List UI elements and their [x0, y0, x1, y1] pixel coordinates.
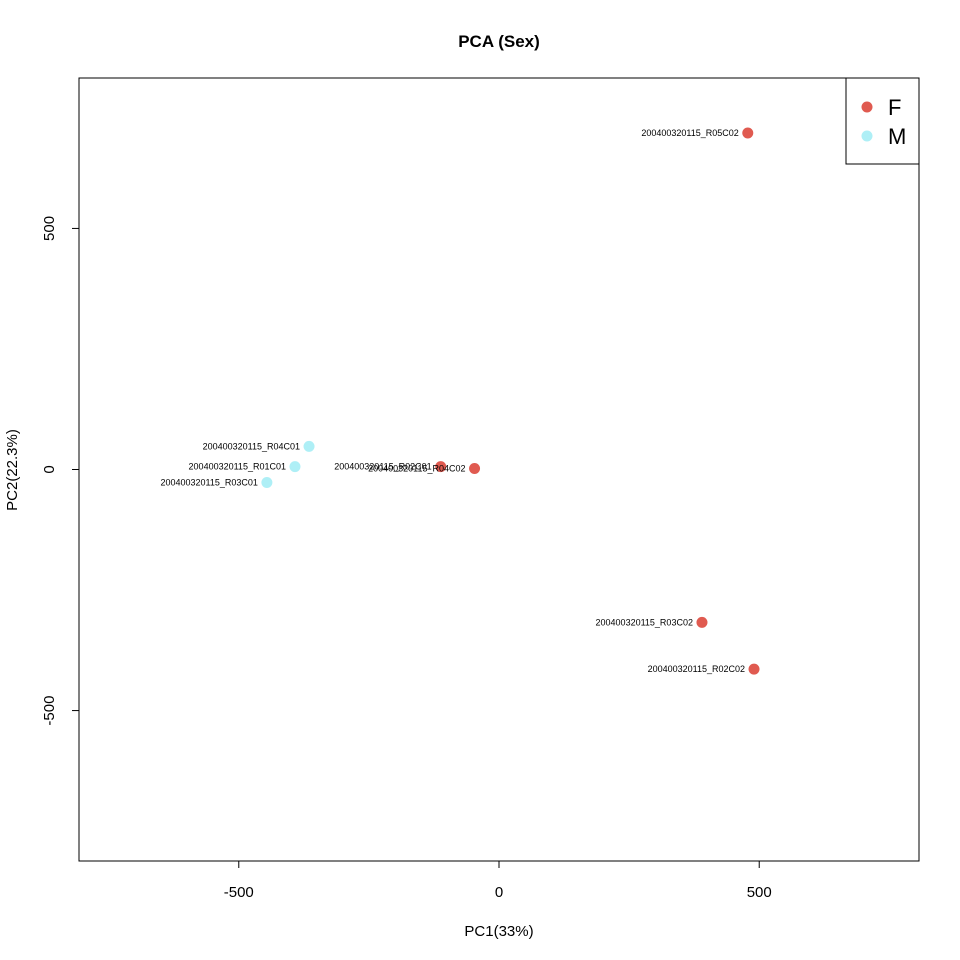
data-point: [289, 461, 301, 473]
legend-marker: [861, 130, 873, 142]
data-point: [696, 616, 708, 628]
data-point: [261, 477, 273, 489]
y-axis-title: PC2(22.3%): [4, 429, 21, 511]
x-tick-label: 500: [747, 884, 772, 901]
data-point: [303, 440, 315, 452]
point-label: 200400320115_R04C01: [203, 441, 300, 451]
y-tick-label: 500: [41, 216, 58, 241]
y-tick-label: 0: [41, 465, 58, 473]
legend-box: [845, 77, 920, 165]
chart-title: PCA (Sex): [458, 32, 540, 51]
legend-marker: [861, 101, 873, 113]
data-point: [435, 461, 447, 473]
data-point: [748, 663, 760, 675]
point-label: 200400320115_R05C02: [641, 128, 738, 138]
point-label: 200400320115_R02C01: [334, 462, 431, 472]
x-tick-label: -500: [224, 884, 254, 901]
y-tick-label: -500: [41, 696, 58, 726]
point-label: 200400320115_R03C02: [596, 617, 693, 627]
legend-label: M: [888, 124, 906, 149]
legend: FM: [845, 77, 920, 165]
data-point: [742, 127, 754, 139]
point-label: 200400320115_R02C02: [648, 664, 745, 674]
data-points: 200400320115_R05C02200400320115_R02C0120…: [160, 127, 760, 675]
point-label: 200400320115_R03C01: [160, 478, 257, 488]
legend-label: F: [888, 95, 901, 120]
x-axis-title: PC1(33%): [464, 923, 533, 940]
x-tick-label: 0: [495, 884, 503, 901]
point-label: 200400320115_R01C01: [189, 462, 286, 472]
point-label: 200400320115_R04C02: [368, 464, 465, 474]
axes: -500 0 500 -500 0 500: [41, 216, 772, 901]
data-point: [469, 463, 481, 475]
